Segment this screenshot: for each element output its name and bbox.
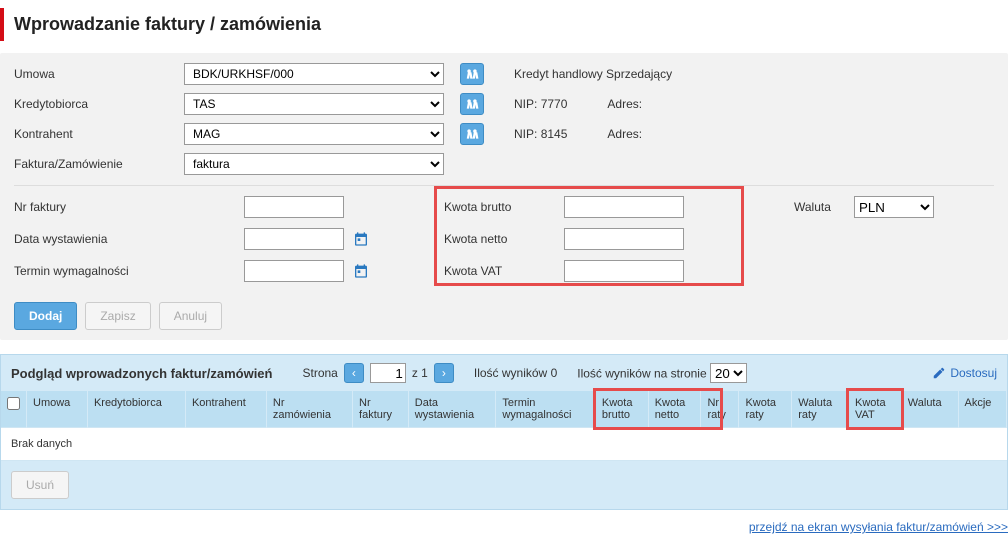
umowa-label: Umowa <box>14 67 184 81</box>
kontrahent-nip: NIP: 8145 <box>514 127 567 141</box>
kredytobiorca-adres: Adres: <box>607 97 642 111</box>
umowa-select[interactable]: BDK/URKHSF/000 <box>184 63 444 85</box>
col-waluta-raty[interactable]: Waluta raty <box>792 391 849 428</box>
grid-title: Podgląd wprowadzonych faktur/zamówień <box>11 366 272 381</box>
kwota-brutto-input[interactable] <box>564 196 684 218</box>
kwota-netto-input[interactable] <box>564 228 684 250</box>
kontrahent-label: Kontrahent <box>14 127 184 141</box>
kredyt-info: Kredyt handlowy Sprzedający <box>514 67 672 81</box>
bottom-link[interactable]: przejdź na ekran wysyłania faktur/zamówi… <box>749 520 1008 534</box>
col-kwota-raty[interactable]: Kwota raty <box>739 391 792 428</box>
pager: Strona ‹ z 1 › <box>302 363 453 383</box>
data-wyst-input[interactable] <box>244 228 344 250</box>
empty-message: Brak danych <box>1 428 1007 461</box>
col-kontrahent[interactable]: Kontrahent <box>185 391 266 428</box>
kwota-vat-label: Kwota VAT <box>444 264 564 278</box>
col-termin[interactable]: Termin wymagalności <box>496 391 595 428</box>
zapisz-button: Zapisz <box>85 302 150 330</box>
termin-input[interactable] <box>244 260 344 282</box>
kontrahent-select[interactable]: MAG <box>184 123 444 145</box>
col-data-wyst[interactable]: Data wystawienia <box>408 391 496 428</box>
strona-label: Strona <box>302 366 337 380</box>
kredytobiorca-select[interactable]: TAS <box>184 93 444 115</box>
col-kwota-brutto[interactable]: Kwota brutto <box>595 391 648 428</box>
page-title: Wprowadzanie faktury / zamówienia <box>0 8 1008 41</box>
perpage: Ilość wyników na stronie 20 <box>577 363 747 383</box>
form-panel: Umowa BDK/URKHSF/000 Kredyt handlowy Spr… <box>0 53 1008 340</box>
dostosuj-link[interactable]: Dostosuj <box>932 366 997 380</box>
kredytobiorca-nip: NIP: 7770 <box>514 97 567 111</box>
col-kredytobiorca[interactable]: Kredytobiorca <box>87 391 185 428</box>
col-umowa[interactable]: Umowa <box>27 391 88 428</box>
prev-page-button[interactable]: ‹ <box>344 363 364 383</box>
data-table: Umowa Kredytobiorca Kontrahent Nr zamówi… <box>1 391 1007 460</box>
nr-faktury-input[interactable] <box>244 196 344 218</box>
usun-button: Usuń <box>11 471 69 499</box>
col-nr-zam[interactable]: Nr zamówienia <box>266 391 352 428</box>
calendar-icon[interactable] <box>350 228 372 250</box>
select-all-checkbox[interactable] <box>7 397 20 410</box>
calendar-icon[interactable] <box>350 260 372 282</box>
waluta-label: Waluta <box>794 200 854 214</box>
count-text: Ilość wyników 0 <box>474 366 557 380</box>
anuluj-button: Anuluj <box>159 302 222 330</box>
kredytobiorca-label: Kredytobiorca <box>14 97 184 111</box>
col-akcje[interactable]: Akcje <box>958 391 1006 428</box>
data-wyst-label: Data wystawienia <box>14 232 244 246</box>
kwota-brutto-label: Kwota brutto <box>444 200 564 214</box>
page-input[interactable] <box>370 363 406 383</box>
waluta-select[interactable]: PLN <box>854 196 934 218</box>
col-kwota-vat[interactable]: Kwota VAT <box>848 391 901 428</box>
page-of: z 1 <box>412 366 428 380</box>
grid-panel: Podgląd wprowadzonych faktur/zamówień St… <box>0 354 1008 510</box>
faktura-select[interactable]: faktura <box>184 153 444 175</box>
faktura-label: Faktura/Zamówienie <box>14 157 184 171</box>
col-waluta[interactable]: Waluta <box>901 391 958 428</box>
termin-label: Termin wymagalności <box>14 264 244 278</box>
col-nr-raty[interactable]: Nr raty <box>701 391 739 428</box>
next-page-button[interactable]: › <box>434 363 454 383</box>
kwota-netto-label: Kwota netto <box>444 232 564 246</box>
dodaj-button[interactable]: Dodaj <box>14 302 77 330</box>
kredytobiorca-lookup-icon[interactable] <box>460 93 484 115</box>
umowa-lookup-icon[interactable] <box>460 63 484 85</box>
kontrahent-lookup-icon[interactable] <box>460 123 484 145</box>
kwota-vat-input[interactable] <box>564 260 684 282</box>
kontrahent-adres: Adres: <box>607 127 642 141</box>
col-kwota-netto[interactable]: Kwota netto <box>648 391 701 428</box>
divider <box>14 185 994 186</box>
nr-faktury-label: Nr faktury <box>14 200 244 214</box>
perpage-select[interactable]: 20 <box>710 363 747 383</box>
col-nr-fak[interactable]: Nr faktury <box>353 391 409 428</box>
